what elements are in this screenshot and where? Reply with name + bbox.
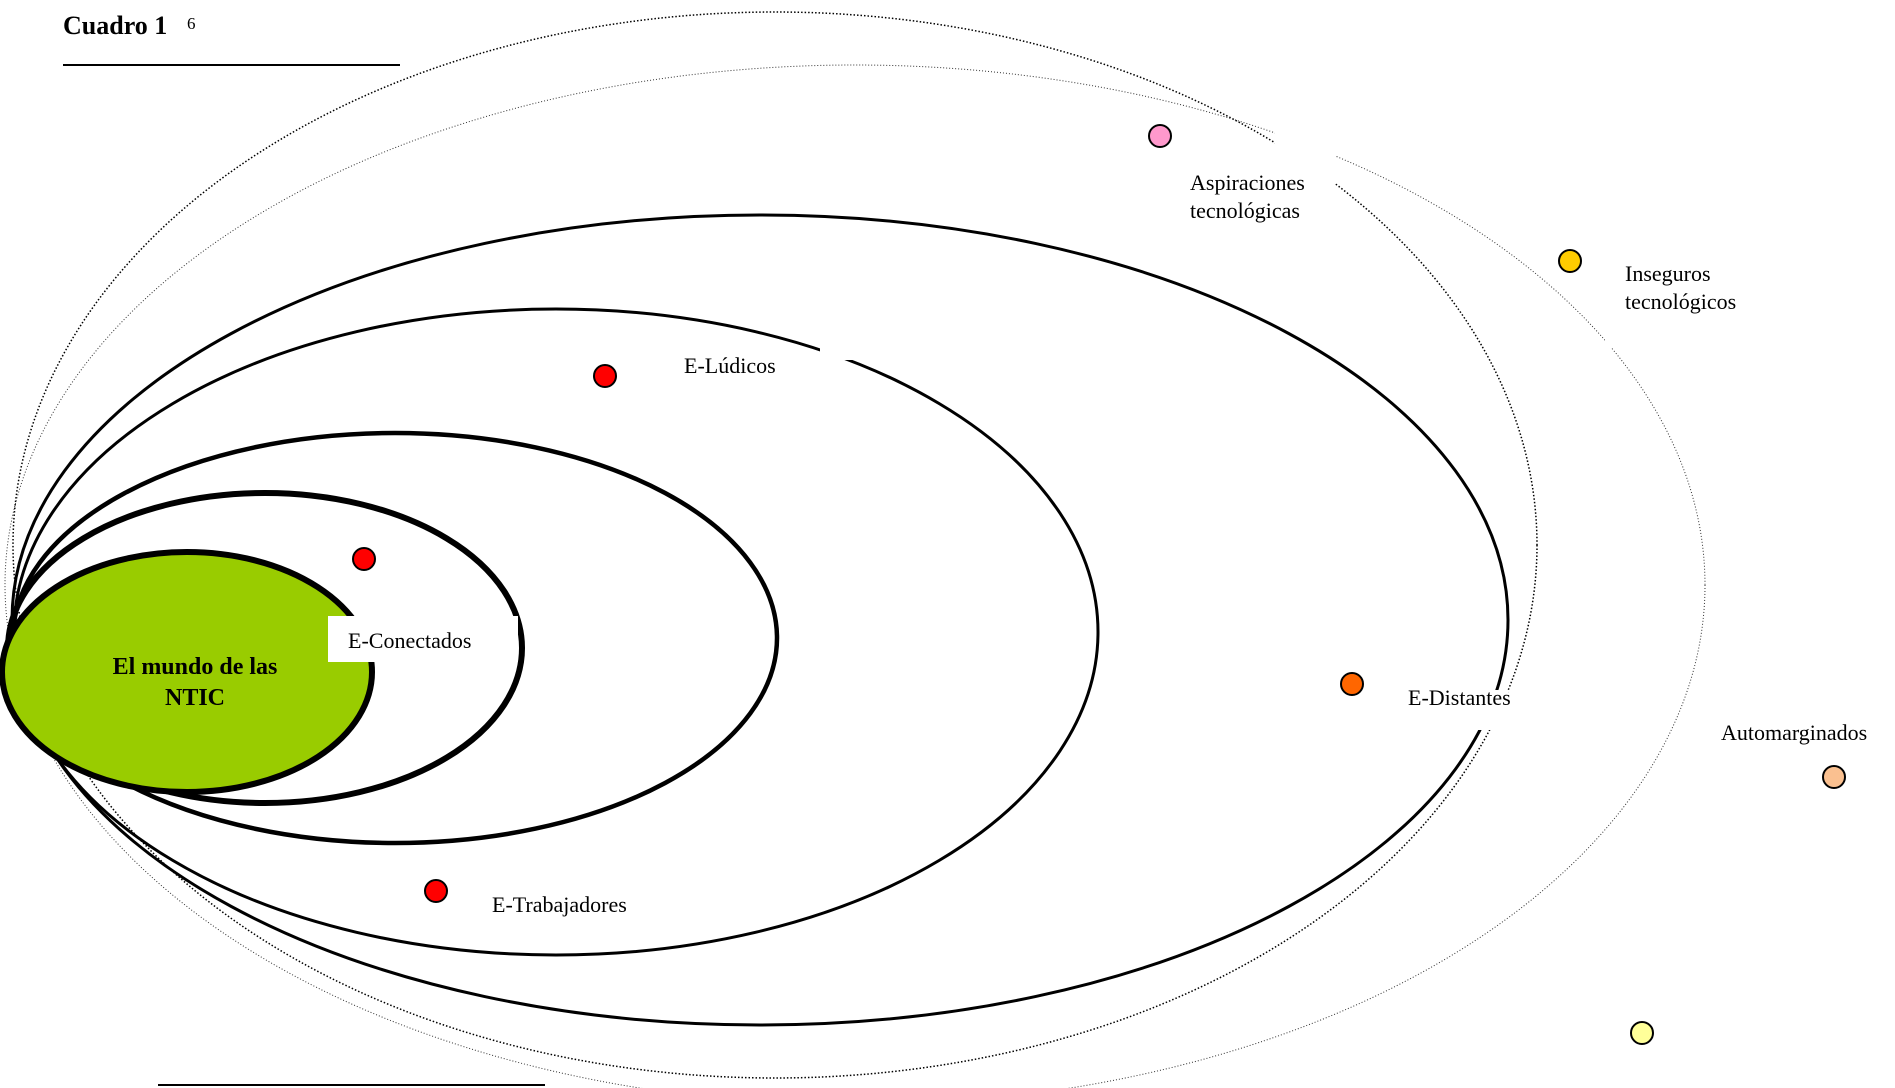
e-conectados-label: E-Conectados: [348, 628, 471, 653]
e-distantes-label: E-Distantes: [1408, 685, 1511, 710]
ntic-core: [0, 549, 375, 795]
e-trabajadores-label: E-Trabajadores: [492, 892, 627, 917]
core-label-line2: NTIC: [165, 685, 225, 711]
footnote-ref: 6: [187, 14, 196, 33]
dot-e-distantes: [1340, 672, 1364, 696]
inseguros-label-line2: tecnológicos: [1625, 289, 1736, 314]
ring-gap-ludicos: [820, 330, 860, 360]
ring-gap-trabajadores: [610, 910, 670, 942]
dot-e-trabajadores: [424, 879, 448, 903]
automarginados-label: Automarginados: [1721, 720, 1867, 745]
ring-gap-inseguros: [1605, 292, 1663, 348]
automarginados-ring: [12, 11, 1538, 1079]
e-ludicos-label: E-Lúdicos: [684, 353, 776, 378]
dot-e-ludicos: [593, 364, 617, 388]
ring-gap-distantes: [1470, 690, 1508, 730]
aspiraciones-label-line1: Aspiraciones: [1190, 170, 1305, 195]
dot-e-conectados: [352, 547, 376, 571]
inseguros-ring: [4, 64, 1706, 1088]
dot-inseguros: [1558, 249, 1582, 273]
aspiraciones-label-line2: tecnológicas: [1190, 198, 1300, 223]
dot-pale-yellow: [1630, 1021, 1654, 1045]
dot-aspiraciones: [1148, 124, 1172, 148]
inseguros-label-line1: Inseguros: [1625, 261, 1711, 286]
core-label-line1: El mundo de las: [113, 654, 278, 680]
ring-gap-automarginados: [1712, 305, 1770, 343]
ring-gap-aspiraciones: [1275, 130, 1335, 190]
e-conectados-label-box: [328, 616, 518, 662]
diagram-title: Cuadro 1: [63, 11, 167, 40]
dot-automarginados: [1822, 765, 1846, 789]
